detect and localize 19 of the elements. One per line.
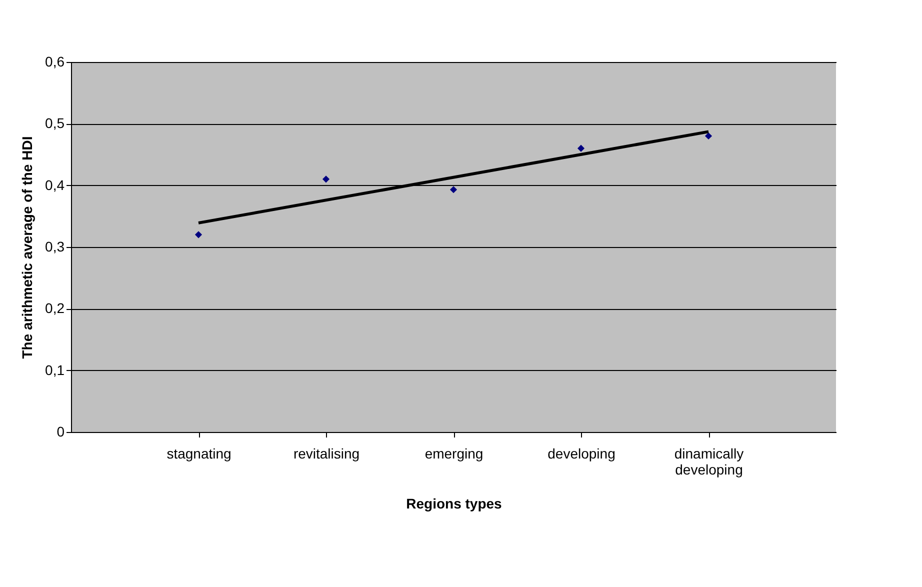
x-tick-label: stagnating (166, 446, 232, 462)
y-tick-label: 0 (56, 424, 65, 440)
point (577, 144, 585, 152)
y-tick-label: 0,3 (45, 238, 65, 254)
y-axis-title: The arithmetic average of the HDI (19, 136, 36, 359)
y-tick-label: 0,6 (45, 54, 65, 70)
y-tick-label: 0,5 (45, 115, 65, 132)
point (450, 186, 458, 194)
point (194, 231, 202, 238)
y-tick-label: 0,1 (45, 362, 65, 378)
point (704, 132, 712, 140)
x-axis-title: Regions types (406, 496, 502, 512)
y-tick-label: 0,2 (45, 300, 65, 316)
x-tick-label: dinamically developing (674, 446, 744, 478)
x-tick-label: developing (548, 446, 616, 462)
x-tick-label: emerging (424, 446, 484, 462)
x-tick-label: revitalising (293, 446, 360, 462)
point (322, 176, 330, 183)
y-tick-label: 0,4 (45, 176, 65, 193)
